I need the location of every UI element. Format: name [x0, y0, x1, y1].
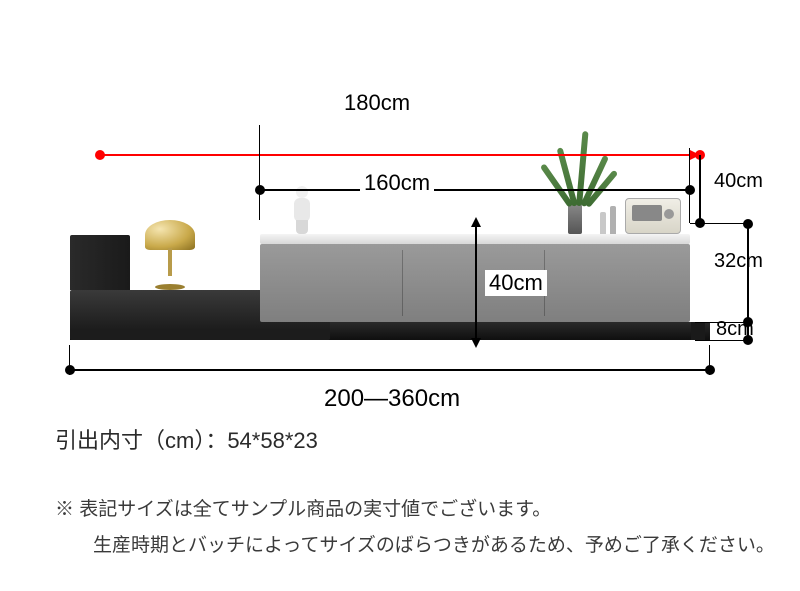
- radio-decor: [625, 198, 681, 234]
- dim-tick: [259, 185, 260, 220]
- dim-line-40h: [475, 225, 477, 340]
- dim-tick: [689, 148, 690, 223]
- dim-label-overall: 200—360cm: [320, 385, 464, 413]
- dim-label-right-8: 8cm: [712, 318, 758, 341]
- dim-endpoint: [705, 365, 715, 375]
- bottle-decor: [600, 212, 606, 234]
- notes-section: 引出内寸（cm）：54*58*23 ※ 表記サイズは全てサンプル商品の実寸値でご…: [55, 420, 775, 564]
- dim-endpoint: [695, 218, 705, 228]
- arrowhead-icon: [471, 338, 481, 348]
- dim-tick: [259, 125, 260, 185]
- dim-line-180: [100, 154, 690, 156]
- lamp-decor: [140, 220, 200, 290]
- arrowhead-icon: [471, 217, 481, 227]
- dim-tick: [69, 345, 70, 375]
- dim-label-right-40: 40cm: [710, 170, 767, 193]
- figurine-decor: [290, 186, 314, 234]
- dim-line-right-40: [699, 155, 701, 223]
- dim-line-overall: [70, 369, 710, 371]
- disclaimer-line: 生産時期とバッチによってサイズのばらつきがあるため、予めご了承ください。: [55, 528, 775, 564]
- bottle-decor: [610, 206, 616, 234]
- dimension-diagram: 180cm 160cm 200—360cm 40cm 40cm 32cm 8cm: [40, 50, 760, 380]
- dim-endpoint: [685, 185, 695, 195]
- disclaimer-text-2: 生産時期とバッチによってサイズのばらつきがあるため、予めご了承ください。: [93, 535, 775, 556]
- dim-tick: [709, 345, 710, 375]
- dim-line-160: [260, 189, 690, 191]
- dim-label-180: 180cm: [340, 90, 414, 116]
- disclaimer-prefix: ※: [55, 499, 74, 520]
- dim-line-right-32: [747, 224, 749, 322]
- left-back-panel: [70, 235, 130, 290]
- disclaimer-text-1: 表記サイズは全てサンプル商品の実寸値でございます。: [79, 499, 551, 520]
- furniture-illustration: [70, 220, 710, 340]
- dim-label-40h: 40cm: [485, 270, 547, 296]
- drawer-dimensions-text: 引出内寸（cm）：54*58*23: [55, 420, 775, 462]
- disclaimer-line: ※ 表記サイズは全てサンプル商品の実寸値でございます。: [55, 492, 775, 528]
- dim-label-160: 160cm: [360, 170, 434, 196]
- right-leg: [691, 322, 705, 340]
- dim-label-right-32: 32cm: [710, 250, 767, 273]
